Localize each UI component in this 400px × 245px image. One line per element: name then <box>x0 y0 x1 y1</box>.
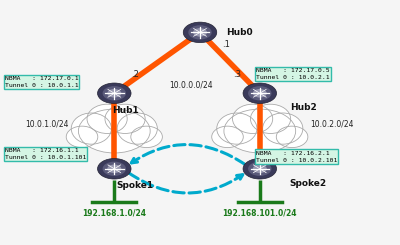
FancyArrowPatch shape <box>128 173 243 193</box>
Ellipse shape <box>78 109 150 153</box>
Ellipse shape <box>212 126 243 147</box>
Circle shape <box>253 89 267 98</box>
Ellipse shape <box>250 104 291 134</box>
Circle shape <box>243 83 276 103</box>
Circle shape <box>98 159 131 179</box>
Text: NBMA   : 172.16.1.1
Tunnel 0 : 10.0.1.101: NBMA : 172.16.1.1 Tunnel 0 : 10.0.1.101 <box>5 148 86 160</box>
Ellipse shape <box>263 113 303 144</box>
Ellipse shape <box>276 126 308 147</box>
Text: NBMA   : 172.17.0.1
Tunnel 0 : 10.0.1.1: NBMA : 172.17.0.1 Tunnel 0 : 10.0.1.1 <box>5 76 78 88</box>
Text: Hub2: Hub2 <box>290 103 316 112</box>
FancyArrowPatch shape <box>131 145 246 165</box>
Ellipse shape <box>224 109 296 153</box>
Circle shape <box>107 164 121 173</box>
Text: .3: .3 <box>233 70 241 79</box>
Circle shape <box>107 89 121 98</box>
Circle shape <box>193 28 207 37</box>
Text: 10.0.2.0/24: 10.0.2.0/24 <box>310 119 353 128</box>
Text: NBMA   : 172.16.2.1
Tunnel 0 : 10.0.2.101: NBMA : 172.16.2.1 Tunnel 0 : 10.0.2.101 <box>256 151 337 163</box>
Text: 10.0.0.0/24: 10.0.0.0/24 <box>169 80 213 89</box>
Circle shape <box>188 25 212 39</box>
Text: 192.168.101.0/24: 192.168.101.0/24 <box>222 208 297 217</box>
Text: Spoke2: Spoke2 <box>290 179 327 188</box>
Circle shape <box>98 83 131 103</box>
Circle shape <box>102 162 126 176</box>
Text: .2: .2 <box>131 70 139 79</box>
Circle shape <box>243 159 276 179</box>
Circle shape <box>183 22 217 43</box>
Ellipse shape <box>217 113 257 144</box>
Ellipse shape <box>117 113 157 144</box>
Text: .1: .1 <box>222 40 230 49</box>
Circle shape <box>102 86 126 100</box>
Text: 10.0.1.0/24: 10.0.1.0/24 <box>25 119 68 128</box>
Text: Hub1: Hub1 <box>112 106 139 115</box>
Ellipse shape <box>71 113 112 144</box>
Text: 192.168.1.0/24: 192.168.1.0/24 <box>82 208 146 217</box>
Text: Hub0: Hub0 <box>226 28 252 37</box>
Circle shape <box>248 162 272 176</box>
Ellipse shape <box>105 104 145 134</box>
Ellipse shape <box>87 104 127 134</box>
Circle shape <box>248 86 272 100</box>
Text: Spoke1: Spoke1 <box>116 181 154 190</box>
Text: NBMA   : 172.17.0.5
Tunnel 0 : 10.0.2.1: NBMA : 172.17.0.5 Tunnel 0 : 10.0.2.1 <box>256 68 330 80</box>
Ellipse shape <box>66 126 98 147</box>
Ellipse shape <box>232 104 273 134</box>
Ellipse shape <box>131 126 162 147</box>
Circle shape <box>253 164 267 173</box>
